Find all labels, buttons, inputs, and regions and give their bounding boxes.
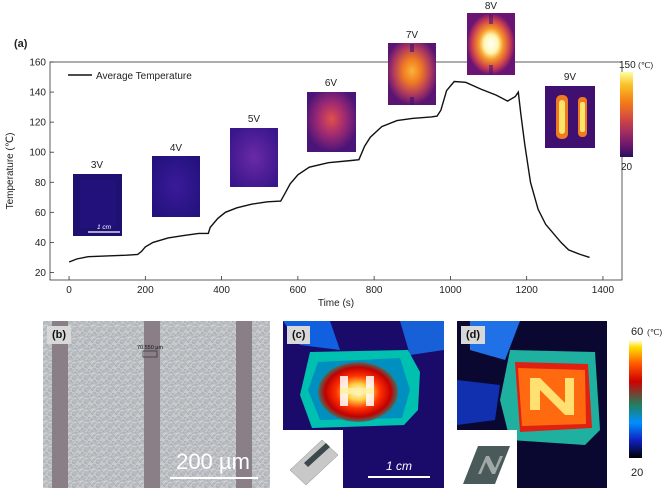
- y-tick-label-5: 120: [29, 118, 46, 129]
- colorbar-a-max: 150: [619, 60, 636, 71]
- voltage-label-4v: 4V: [170, 143, 183, 154]
- voltage-label-9v: 9V: [564, 72, 577, 83]
- plot-frame: [49, 61, 623, 281]
- y-axis-label: Temperature (℃): [5, 133, 16, 210]
- scale-label-b: 200 µm: [176, 449, 250, 474]
- panel-b-micrograph: 70.550 µm 200 µm: [43, 321, 270, 488]
- y-tick-label-3: 80: [35, 178, 47, 189]
- y-ticks: 20 40 60 80 100 120 140 160: [29, 58, 54, 279]
- panel-b-label: (b): [47, 326, 72, 344]
- x-tick-label-6: 1200: [516, 285, 539, 296]
- x-axis-label: Time (s): [318, 298, 354, 309]
- panel-c-thermal: 1 cm: [283, 321, 444, 488]
- x-tick-label-5: 1000: [439, 285, 462, 296]
- x-tick-label-4: 800: [366, 285, 383, 296]
- panel-a-label: (a): [14, 38, 28, 50]
- x-tick-label-7: 1400: [592, 285, 615, 296]
- chart-axes: [49, 61, 623, 281]
- voltage-label-3v: 3V: [91, 160, 104, 171]
- x-tick-label-3: 600: [290, 285, 307, 296]
- y-tick-label-6: 140: [29, 88, 46, 99]
- thermal-image-7v: [388, 43, 436, 105]
- y-tick-label-0: 20: [35, 268, 47, 279]
- thermal-image-8v: [467, 13, 515, 75]
- thermal-image-4v: [152, 156, 200, 217]
- y-tick-label-7: 160: [29, 58, 46, 69]
- colorbar-a-min: 20: [621, 162, 633, 173]
- y-tick-label-4: 100: [29, 148, 46, 159]
- colorbar-a-unit: (℃): [638, 60, 653, 70]
- colorbar-cd: 60 (℃) 20: [629, 326, 662, 479]
- colorbar-cd-unit: (℃): [647, 327, 662, 337]
- y-tick-label-1: 40: [35, 238, 47, 249]
- panel-d-thermal: [457, 321, 607, 488]
- series-line-average-temperature: [68, 80, 590, 263]
- thermal-image-6v: [307, 92, 356, 152]
- x-tick-label-2: 400: [213, 285, 230, 296]
- colorbar-cd-min: 20: [631, 467, 643, 479]
- measure-label: 70.550 µm: [137, 345, 164, 351]
- thermal-image-3v: 1 cm: [73, 174, 122, 236]
- voltage-label-7v: 7V: [406, 30, 419, 41]
- colorbar-a: 150 (℃) 20: [619, 60, 653, 173]
- thermal-image-5v: [230, 128, 278, 187]
- scale-bar-label: 1 cm: [97, 224, 112, 231]
- voltage-label-5v: 5V: [248, 114, 261, 125]
- voltage-label-8v: 8V: [485, 1, 498, 12]
- panel-d-label: (d): [461, 326, 486, 344]
- colorbar-cd-max: 60: [631, 326, 643, 338]
- x-tick-label-1: 200: [137, 285, 154, 296]
- panel-c-label: (c): [287, 326, 311, 344]
- thermal-image-9v: [545, 86, 595, 148]
- scale-label-c: 1 cm: [386, 459, 412, 473]
- legend-label: Average Temperature: [96, 71, 192, 82]
- y-tick-label-2: 60: [35, 208, 47, 219]
- x-tick-label-0: 0: [66, 285, 72, 296]
- x-ticks: 0 200 400 600 800 1000 1200 1400: [66, 276, 614, 296]
- voltage-label-6v: 6V: [325, 78, 338, 89]
